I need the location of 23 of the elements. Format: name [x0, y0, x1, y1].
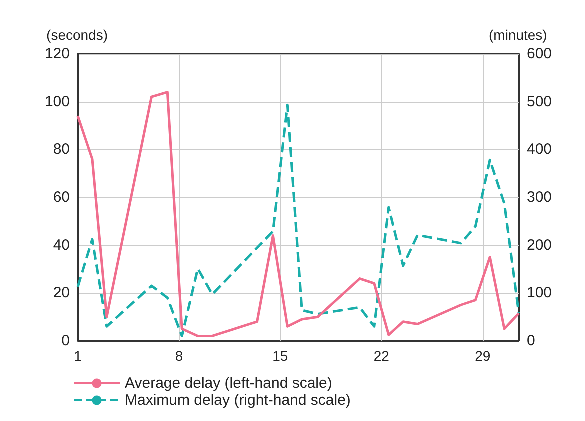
legend-label: Maximum delay (right-hand scale): [125, 392, 351, 409]
x-tick-label: 15: [272, 348, 288, 364]
x-tick-label: 29: [475, 348, 491, 364]
y-tick-label: 100: [44, 93, 70, 110]
x-tick-label: 22: [374, 348, 390, 364]
legend-label: Average delay (left-hand scale): [125, 375, 332, 392]
y2-tick-label: 100: [527, 284, 552, 302]
y-tick-label: 0: [62, 332, 70, 350]
y2-tick-label: 600: [527, 46, 552, 62]
y-tick-label: 40: [53, 236, 70, 254]
x-tick-label: 8: [175, 348, 184, 364]
y-axis-title: (seconds): [46, 27, 108, 43]
y-tick-label: 20: [53, 284, 70, 302]
y2-tick-label: 0: [527, 332, 536, 350]
x-tick-label: 1: [74, 348, 82, 364]
y2-tick-label: 200: [527, 236, 552, 254]
y-tick-label: 60: [53, 189, 70, 206]
y-tick-label: 120: [44, 46, 70, 62]
y2-tick-label: 500: [527, 93, 552, 110]
y-tick-label: 80: [53, 141, 70, 158]
y2-tick-label: 300: [527, 189, 552, 206]
y2-tick-label: 400: [527, 141, 552, 158]
y2-axis-title: (minutes): [489, 27, 548, 43]
